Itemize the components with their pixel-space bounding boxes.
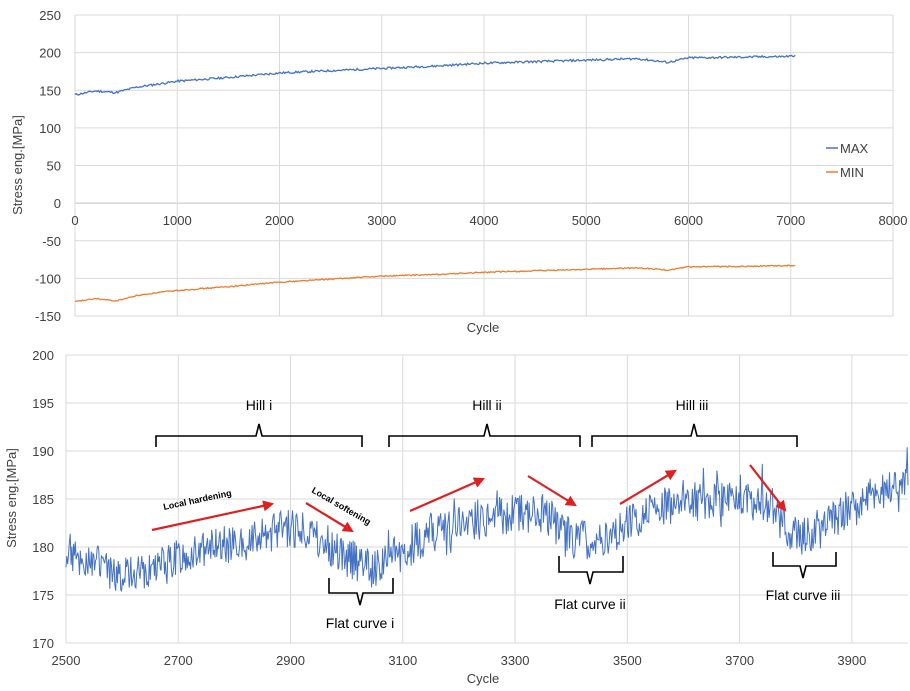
flat-bracket-1 bbox=[328, 578, 394, 606]
top-chart: -150 -100 -50 0 50 100 150 200 250 0 1000 2000 3000 4… bbox=[35, 8, 907, 324]
bottom-y-tick-label: 180 bbox=[32, 540, 54, 555]
flat-label-2: Flat curve ii bbox=[554, 596, 626, 612]
top-x-tick-label: 1000 bbox=[163, 213, 192, 228]
top-x-tick-label: 5000 bbox=[572, 213, 601, 228]
legend: MAX MIN bbox=[826, 141, 869, 180]
top-y-tick-label: 150 bbox=[39, 83, 61, 98]
top-y-tick-label: -50 bbox=[42, 234, 61, 249]
top-series-max bbox=[74, 54, 796, 96]
bottom-y-axis-label: Stress eng.[MPa] bbox=[4, 448, 19, 548]
bottom-x-tick-label: 3700 bbox=[725, 653, 754, 668]
bottom-y-tick-label: 170 bbox=[32, 636, 54, 651]
bottom-y-tick-label: 200 bbox=[32, 348, 54, 363]
bottom-y-tick-label: 185 bbox=[32, 492, 54, 507]
top-y-tick-label: 200 bbox=[39, 46, 61, 61]
bottom-x-tick-label: 3100 bbox=[388, 653, 417, 668]
top-x-tick-label: 8000 bbox=[879, 213, 908, 228]
top-x-tick-label: 2000 bbox=[265, 213, 294, 228]
bottom-x-tick-label: 2900 bbox=[276, 653, 305, 668]
top-y-tick-label: 100 bbox=[39, 121, 61, 136]
hill-label-1: Hill i bbox=[246, 397, 272, 413]
bottom-x-tick-label: 3900 bbox=[837, 653, 866, 668]
hill-label-2: Hill ii bbox=[472, 397, 502, 413]
bottom-x-tick-label: 2700 bbox=[164, 653, 193, 668]
bottom-y-tick-label: 195 bbox=[32, 396, 54, 411]
top-y-tick-label: 50 bbox=[47, 159, 61, 174]
hill-label-3: Hill iii bbox=[676, 397, 709, 413]
top-y-tick-label: -100 bbox=[35, 271, 61, 286]
bottom-series-stress bbox=[65, 447, 909, 593]
top-x-tick-label: 0 bbox=[71, 213, 78, 228]
top-y-axis-label: Stress eng.[MPa] bbox=[10, 115, 25, 215]
top-x-tick-label: 4000 bbox=[470, 213, 499, 228]
legend-label-min: MIN bbox=[840, 165, 864, 180]
top-x-tick-label: 6000 bbox=[674, 213, 703, 228]
flat-bracket-2 bbox=[558, 556, 624, 585]
flat-label-3: Flat curve iii bbox=[766, 587, 841, 603]
arrow-softening-3 bbox=[749, 464, 787, 512]
top-y-tick-label: 0 bbox=[54, 196, 61, 211]
top-y-tick-label: 250 bbox=[39, 8, 61, 23]
local-softening-label: Local softening bbox=[310, 485, 373, 527]
hill-bracket-3 bbox=[591, 423, 798, 447]
bottom-x-tick-label: 3300 bbox=[501, 653, 530, 668]
hill-bracket-1 bbox=[155, 423, 363, 447]
arrow-softening-2 bbox=[527, 475, 577, 507]
trend-arrows bbox=[151, 464, 787, 533]
bottom-y-tick-label: 175 bbox=[32, 588, 54, 603]
hill-bracket-2 bbox=[388, 423, 581, 447]
bottom-x-tick-label: 2500 bbox=[52, 653, 81, 668]
arrow-hardening-2 bbox=[409, 477, 486, 513]
arrow-softening-1 bbox=[305, 502, 354, 533]
top-x-tick-label: 7000 bbox=[776, 213, 805, 228]
bottom-y-tick-label: 190 bbox=[32, 444, 54, 459]
top-series-min bbox=[75, 264, 796, 302]
top-x-axis-label: Cycle bbox=[467, 320, 500, 335]
flat-bracket-3 bbox=[772, 552, 837, 579]
bottom-x-axis-label: Cycle bbox=[467, 671, 500, 686]
local-hardening-label: Local hardening bbox=[162, 488, 232, 512]
legend-label-max: MAX bbox=[840, 141, 869, 156]
arrow-hardening-1 bbox=[151, 500, 275, 532]
flat-label-1: Flat curve i bbox=[326, 615, 394, 631]
bottom-x-tick-label: 3500 bbox=[613, 653, 642, 668]
top-x-tick-label: 3000 bbox=[367, 213, 396, 228]
top-y-tick-label: -150 bbox=[35, 309, 61, 324]
arrow-hardening-3 bbox=[619, 469, 677, 505]
